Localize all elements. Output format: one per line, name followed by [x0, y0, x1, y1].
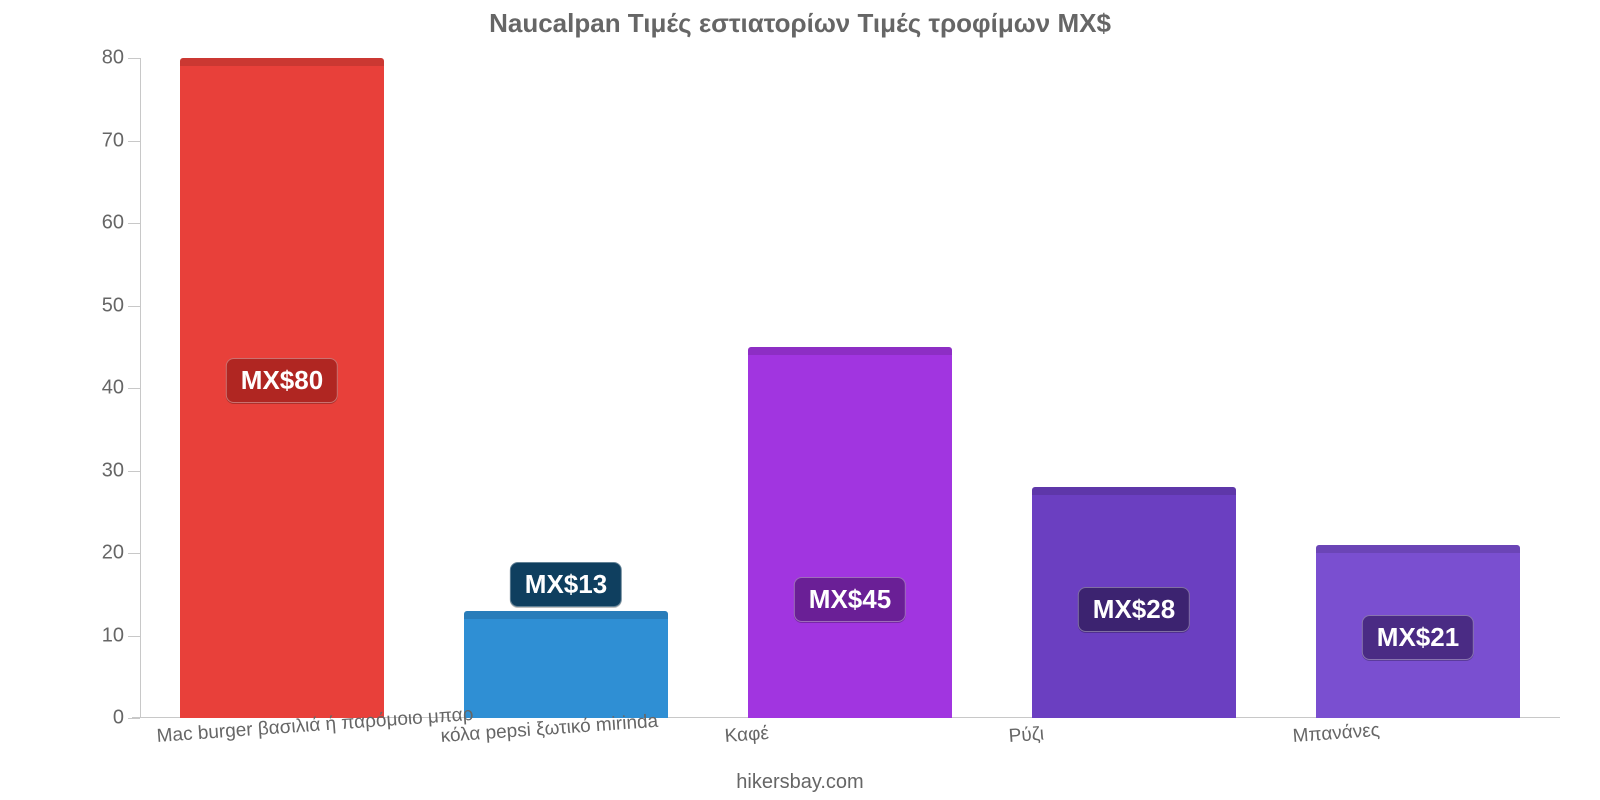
- bar-slot: MX$80: [140, 58, 424, 718]
- x-axis-label: Καφέ: [724, 723, 770, 748]
- bar-top-shade: [1316, 545, 1520, 553]
- bar: MX$28: [1032, 487, 1236, 718]
- y-tick-label: 50: [102, 294, 124, 317]
- bar-top-shade: [464, 611, 668, 619]
- bar: MX$21: [1316, 545, 1520, 718]
- bar-slot: MX$21: [1276, 58, 1560, 718]
- y-tick: [128, 388, 140, 389]
- bar: [464, 611, 668, 718]
- y-tick: [128, 141, 140, 142]
- plot-area: 01020304050607080 MX$80MX$13MX$45MX$28MX…: [140, 58, 1560, 718]
- bar: MX$80: [180, 58, 384, 718]
- y-tick: [128, 718, 140, 719]
- source-attribution: hikersbay.com: [0, 771, 1600, 794]
- value-badge: MX$45: [794, 577, 906, 622]
- x-axis-label: Μπανάνες: [1292, 720, 1381, 748]
- y-tick: [128, 306, 140, 307]
- bar-slot: MX$45: [708, 58, 992, 718]
- y-tick: [128, 223, 140, 224]
- y-tick-label: 70: [102, 129, 124, 152]
- y-tick: [128, 636, 140, 637]
- value-badge: MX$80: [226, 358, 338, 403]
- x-axis-label: Ρύζι: [1008, 724, 1045, 748]
- y-tick-label: 30: [102, 459, 124, 482]
- value-badge: MX$13: [510, 562, 622, 607]
- y-tick-label: 80: [102, 47, 124, 70]
- y-tick-label: 20: [102, 542, 124, 565]
- bar-slot: MX$28: [992, 58, 1276, 718]
- y-tick-label: 0: [113, 707, 124, 730]
- bar-top-shade: [1032, 487, 1236, 495]
- bar-top-shade: [180, 58, 384, 66]
- value-badge: MX$21: [1362, 615, 1474, 660]
- bar-top-shade: [748, 347, 952, 355]
- bar-slot: MX$13: [424, 58, 708, 718]
- y-tick: [128, 553, 140, 554]
- value-badge: MX$28: [1078, 587, 1190, 632]
- chart-title: Naucalpan Τιμές εστιατορίων Τιμές τροφίμ…: [0, 8, 1600, 39]
- y-tick-label: 10: [102, 624, 124, 647]
- bar: MX$45: [748, 347, 952, 718]
- y-tick-label: 40: [102, 377, 124, 400]
- y-tick: [128, 471, 140, 472]
- y-tick: [128, 58, 140, 59]
- bars-group: MX$80 MX$13 MX$45 MX$28 MX$21: [140, 58, 1560, 718]
- chart-container: Naucalpan Τιμές εστιατορίων Τιμές τροφίμ…: [0, 0, 1600, 800]
- y-tick-label: 60: [102, 212, 124, 235]
